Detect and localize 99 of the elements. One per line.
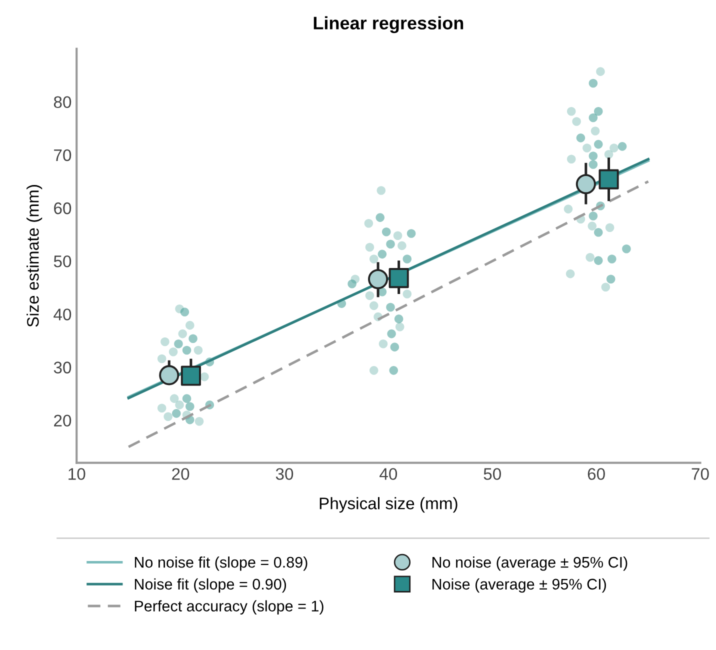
y-tick-label: 50 (54, 255, 72, 268)
point (598, 169, 619, 190)
point (376, 186, 386, 195)
point (608, 254, 616, 264)
point (402, 254, 412, 264)
point (402, 290, 412, 298)
y-tick-label: 80 (54, 96, 72, 108)
point (178, 329, 188, 338)
y-tick-label: 60 (54, 202, 72, 214)
point (576, 174, 596, 194)
point (369, 254, 378, 264)
x-tick-label: 60 (588, 468, 605, 480)
point (594, 256, 603, 265)
point (605, 223, 614, 232)
point (596, 67, 605, 76)
point (582, 144, 592, 152)
point (604, 150, 614, 159)
point (588, 212, 598, 220)
point (564, 204, 573, 214)
point (588, 160, 598, 169)
chart-title: Linear regression (314, 16, 464, 34)
point (368, 269, 388, 290)
point (588, 222, 597, 230)
point (157, 404, 166, 413)
x-tick-label: 30 (276, 468, 294, 480)
y-tick-label: 20 (54, 414, 72, 427)
point (180, 308, 190, 316)
point (572, 117, 581, 126)
y-tick-label: 40 (54, 308, 72, 320)
point (588, 78, 598, 88)
point (182, 394, 192, 403)
point (194, 417, 204, 426)
point (394, 314, 404, 324)
point (594, 228, 603, 237)
point (606, 274, 616, 284)
legend-label: Perfect accuracy (slope = 1) (134, 600, 324, 615)
point (387, 329, 396, 338)
point (376, 213, 385, 222)
point (348, 280, 356, 288)
point (369, 301, 378, 310)
point (388, 268, 409, 288)
point (610, 144, 618, 152)
point (188, 334, 198, 343)
point (174, 340, 183, 348)
x-tick-label: 50 (484, 468, 501, 480)
point (365, 291, 374, 300)
point (566, 106, 576, 116)
point (180, 366, 201, 386)
point (386, 240, 395, 248)
y-axis-title: Size estimate (mm) (26, 185, 42, 327)
point (588, 113, 598, 122)
point (590, 126, 600, 136)
point (182, 346, 192, 355)
point (378, 250, 387, 259)
point (170, 394, 179, 403)
point (586, 252, 594, 262)
point (594, 106, 603, 116)
point (576, 134, 586, 142)
x-axis-title: Physical size (mm) (320, 497, 458, 513)
point (164, 412, 172, 422)
point (168, 347, 178, 356)
point (594, 140, 603, 149)
x-tick-label: 10 (68, 468, 86, 480)
point (378, 340, 388, 348)
point (186, 320, 194, 330)
point (369, 366, 378, 375)
point (566, 269, 575, 278)
point (393, 231, 402, 240)
point (601, 282, 610, 292)
point (194, 346, 203, 355)
point (390, 342, 400, 352)
x-tick-label: 20 (172, 468, 190, 480)
point (389, 366, 398, 375)
point (200, 372, 209, 382)
point (398, 241, 406, 250)
point (364, 219, 374, 228)
point (382, 227, 391, 236)
point (566, 154, 576, 164)
legend-label: Noise fit (slope = 0.90) (134, 578, 286, 593)
legend-label: No noise fit (slope = 0.89) (134, 556, 308, 571)
x-tick-label: 70 (692, 468, 709, 480)
point (395, 322, 404, 332)
point (157, 354, 166, 364)
legend-label: Noise (average ± 95% CI) (432, 578, 606, 593)
point (618, 142, 627, 151)
point (365, 242, 374, 252)
point (622, 244, 631, 254)
point (588, 152, 598, 160)
y-tick-label: 70 (54, 149, 72, 162)
y-tick-label: 30 (54, 362, 72, 374)
point (159, 365, 180, 386)
point (386, 302, 395, 312)
point (186, 402, 194, 411)
point (175, 400, 184, 410)
point (160, 337, 170, 346)
point (172, 409, 181, 418)
point (406, 229, 416, 238)
x-tick-label: 40 (380, 468, 398, 480)
legend-label: No noise (average ± 95% CI) (432, 556, 628, 571)
